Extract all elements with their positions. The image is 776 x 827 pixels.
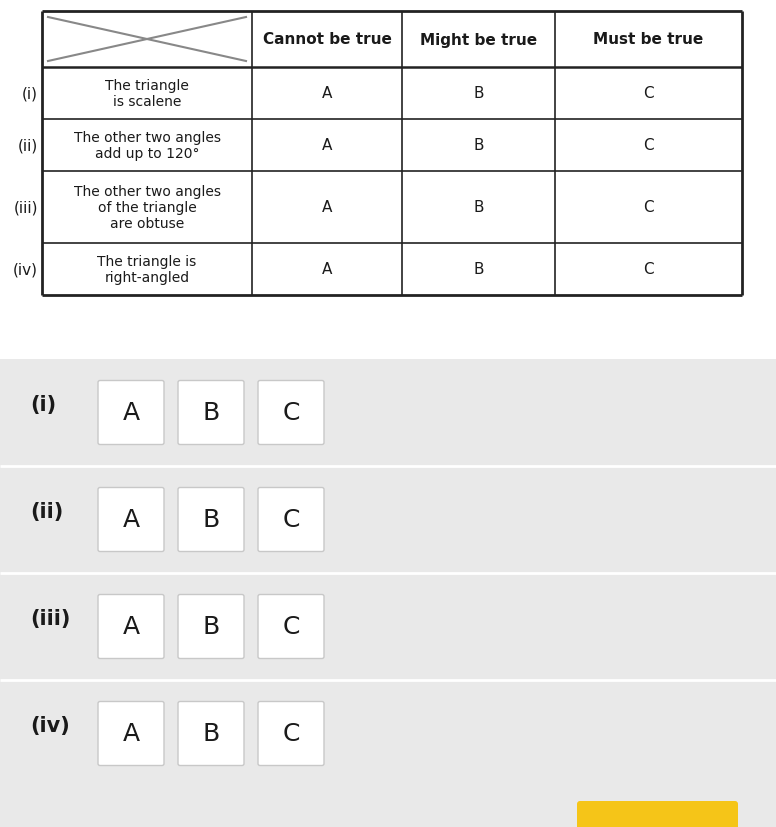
Text: B: B — [203, 614, 220, 638]
FancyBboxPatch shape — [178, 701, 244, 766]
Text: A: A — [322, 200, 332, 215]
Text: C: C — [282, 401, 300, 425]
Text: (iv): (iv) — [13, 262, 38, 277]
FancyBboxPatch shape — [577, 801, 738, 827]
Bar — [0, 802, 776, 827]
Text: The other two angles
of the triangle
are obtuse: The other two angles of the triangle are… — [74, 184, 220, 231]
Text: C: C — [282, 722, 300, 746]
Bar — [0, 360, 776, 827]
Text: A: A — [123, 614, 140, 638]
Text: Must be true: Must be true — [594, 32, 704, 47]
Text: C: C — [643, 86, 654, 102]
FancyBboxPatch shape — [178, 488, 244, 552]
Text: B: B — [203, 722, 220, 746]
Text: (ii): (ii) — [18, 138, 38, 153]
FancyBboxPatch shape — [98, 488, 164, 552]
Text: (i): (i) — [22, 86, 38, 102]
Text: B: B — [473, 138, 483, 153]
Text: The other two angles
add up to 120°: The other two angles add up to 120° — [74, 131, 220, 161]
Text: C: C — [643, 262, 654, 277]
Text: (i): (i) — [30, 394, 56, 414]
Text: (iii): (iii) — [13, 200, 38, 215]
Text: The triangle is
right-angled: The triangle is right-angled — [97, 255, 196, 284]
Text: C: C — [282, 614, 300, 638]
FancyBboxPatch shape — [98, 381, 164, 445]
Text: A: A — [123, 722, 140, 746]
FancyBboxPatch shape — [258, 701, 324, 766]
Text: A: A — [322, 262, 332, 277]
Bar — [42, 12, 742, 295]
FancyBboxPatch shape — [178, 595, 244, 658]
Text: B: B — [473, 262, 483, 277]
Text: B: B — [473, 200, 483, 215]
Text: C: C — [282, 508, 300, 532]
Text: Might be true: Might be true — [420, 32, 537, 47]
Text: (ii): (ii) — [30, 501, 64, 521]
Text: Cannot be true: Cannot be true — [262, 32, 391, 47]
Text: A: A — [322, 86, 332, 102]
Text: (iv): (iv) — [30, 715, 70, 735]
Text: The triangle
is scalene: The triangle is scalene — [105, 79, 189, 109]
FancyBboxPatch shape — [258, 381, 324, 445]
FancyBboxPatch shape — [258, 488, 324, 552]
Text: A: A — [322, 138, 332, 153]
Text: A: A — [123, 508, 140, 532]
Text: C: C — [643, 138, 654, 153]
Text: B: B — [203, 508, 220, 532]
FancyBboxPatch shape — [258, 595, 324, 658]
FancyBboxPatch shape — [98, 701, 164, 766]
FancyBboxPatch shape — [98, 595, 164, 658]
Text: B: B — [473, 86, 483, 102]
Text: A: A — [123, 401, 140, 425]
Text: (iii): (iii) — [30, 608, 71, 629]
Text: B: B — [203, 401, 220, 425]
Text: C: C — [643, 200, 654, 215]
FancyBboxPatch shape — [178, 381, 244, 445]
